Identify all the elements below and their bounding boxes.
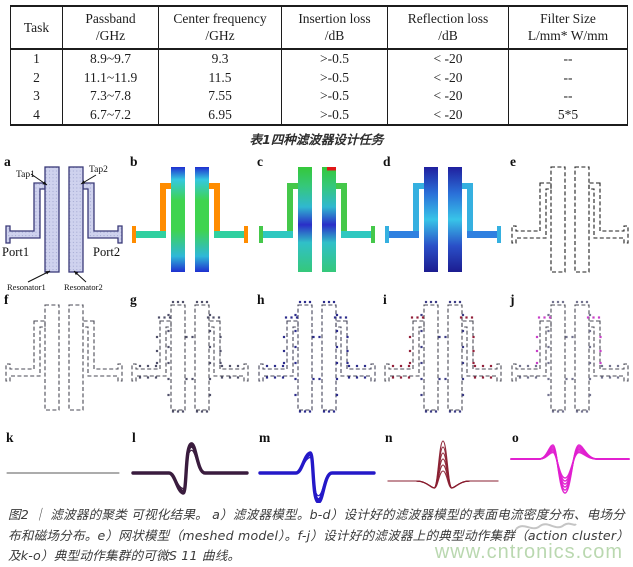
table-cell: -- [508,87,628,106]
panel-letter: n [385,430,393,445]
panel-letter: o [512,430,519,445]
panel-letter: a [4,154,11,169]
model-label: Port1 [2,245,29,259]
panel-m-drawing: m [258,430,376,503]
table-cell: >-0.5 [281,87,388,106]
table-row: 3 7.3~7.8 7.55 >-0.5 < -20 -- [10,87,628,106]
table-cell: 7.3~7.8 [62,87,159,106]
figure-panel-a: a Tap1 Tap2 Port1 Port2 Resonator1 Resonator2 [1,153,127,291]
table-row: 1 8.9~9.7 9.3 >-0.5 < -20 -- [10,49,628,69]
table-cell: < -20 [387,105,509,125]
table-cell: >-0.5 [281,105,388,125]
figure-caption: 图2 ｜ 滤波器的聚类 可视化结果。 a）滤波器模型。b-d）设计好的滤波器模型… [8,507,625,563]
table-cell: < -20 [387,87,509,106]
panel-e-drawing: e [510,154,629,273]
figure-panel-m: m [254,429,380,503]
panel-letter: c [257,154,263,169]
panel-n-drawing: n [385,430,499,489]
table-cell: 4 [10,105,63,125]
panel-c-drawing: c [257,154,375,272]
table-body: 1 8.9~9.7 9.3 >-0.5 < -20 -- 2 11.1~11.9 11.5 >-0… [10,49,628,125]
panel-g-drawing: g [130,292,249,413]
panel-letter: m [259,430,271,445]
table-cell: -- [508,49,628,69]
panel-k-drawing: k [6,430,120,474]
column-header: Center frequency/GHz [158,6,282,50]
model-label: Tap1 [16,170,35,180]
panel-j-drawing: j [509,292,629,413]
column-header: Filter Size L/mm* W/mm [508,6,628,50]
table-cell: 11.1~11.9 [62,68,159,87]
panel-o-drawing: o [509,430,630,494]
panel-letter: i [383,292,387,307]
table-head: Task Passband/GHz Center frequency/GHz Inse… [10,6,628,50]
panel-letter: d [383,154,391,169]
panel-letter: f [4,292,9,307]
table-cell: >-0.5 [281,68,388,87]
panel-letter: e [510,154,516,169]
figure-panel-c: c [254,153,380,291]
table-row: 4 6.7~7.2 6.95 >-0.5 < -20 5*5 [10,105,628,125]
panel-letter: j [509,292,515,307]
design-task-table: Task Passband/GHz Center frequency/GHz Inse… [10,5,628,126]
figure-panel-e: e [507,153,633,291]
figure-panel-f: f [1,291,127,429]
figure-panel-b: b [127,153,253,291]
table-cell: 6.95 [158,105,282,125]
figure-panel-d: d [380,153,506,291]
site-watermark: www.cntronics.com [434,541,623,563]
figure-panel-i: i [380,291,506,429]
logo-smudge [515,522,577,530]
panel-letter: b [130,154,138,169]
column-header: Insertion loss/dB [281,6,388,50]
table-cell: < -20 [387,49,509,69]
table-row: 2 11.1~11.9 11.5 >-0.5 < -20 -- [10,68,628,87]
table-cell: 11.5 [158,68,282,87]
table-cell: < -20 [387,68,509,87]
table-cell: 8.9~9.7 [62,49,159,69]
panel-i-drawing: i [383,292,502,413]
column-header: Reflection loss/dB [387,6,509,50]
table-cell: >-0.5 [281,49,388,69]
column-header: Passband/GHz [62,6,159,50]
panel-letter: k [6,430,14,445]
table-cell: -- [508,68,628,87]
panel-f-drawing: f [4,292,123,411]
panel-b-drawing: b [130,154,249,272]
panel-letter: g [130,292,137,307]
figure-panel-j: j [507,291,633,429]
figure-panel-k: k [1,429,127,503]
panel-letter: h [257,292,265,307]
table-cell: 7.55 [158,87,282,106]
table-cell: 5*5 [508,105,628,125]
panel-h-drawing: h [257,292,376,413]
panel-d-drawing: d [383,154,502,272]
figure-panel-o: o [507,429,633,503]
panel-a-drawing: a Tap1 Tap2 Port1 Port2 Resonator1 Resonator2 [2,154,123,291]
table-cell: 9.3 [158,49,282,69]
figure-panel-g: g [127,291,253,429]
model-label: Tap2 [89,165,108,175]
model-label: Resonator2 [64,282,103,291]
table-cell: 6.7~7.2 [62,105,159,125]
figure-panel-l: l [127,429,253,503]
panel-l-drawing: l [131,430,250,495]
figure-panel-n: n [380,429,506,503]
table-cell: 1 [10,49,63,69]
table-caption: 表1四种滤波器设计任务 [249,132,384,147]
figure-2: a Tap1 Tap2 Port1 Port2 Resonator1 Resonator2 b… [1,153,633,503]
panel-letter: l [132,430,136,445]
table-cell: 2 [10,68,63,87]
table-cell: 3 [10,87,63,106]
figure-panel-h: h [254,291,380,429]
column-header: Task [10,6,63,50]
model-label: Resonator1 [7,282,46,291]
model-label: Port2 [93,245,120,259]
